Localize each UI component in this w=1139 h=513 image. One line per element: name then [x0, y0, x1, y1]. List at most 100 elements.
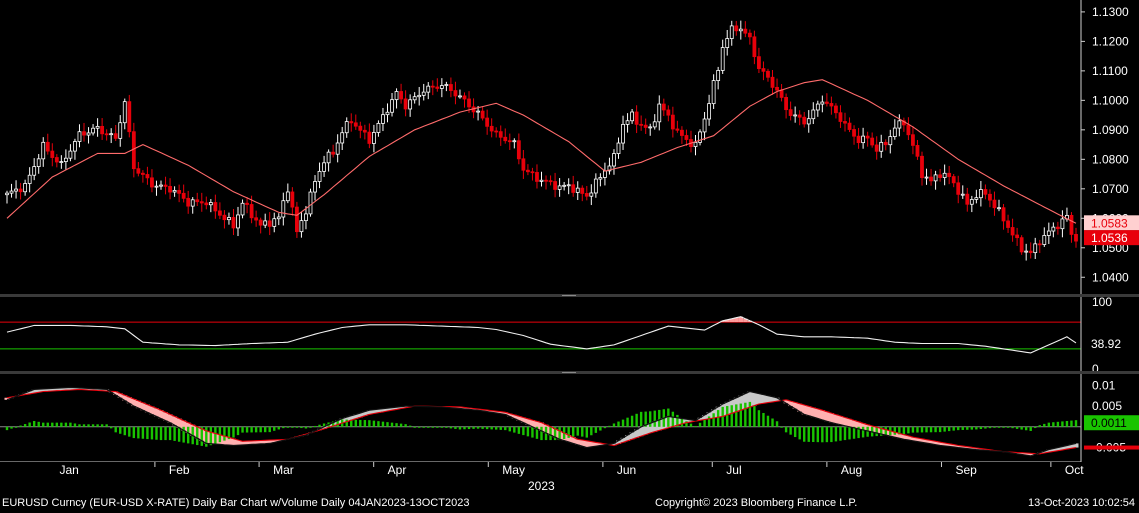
- candle-body: [1055, 226, 1060, 230]
- macd-histogram-bar: [200, 426, 203, 446]
- macd-histogram-bar: [209, 426, 213, 446]
- macd-histogram-bar: [286, 426, 290, 428]
- candle-body: [892, 127, 897, 137]
- macd-histogram-bar: [427, 426, 430, 428]
- macd-histogram-bar: [775, 421, 779, 427]
- macd-histogram-bar: [916, 426, 919, 433]
- macd-histogram-bar: [232, 426, 235, 438]
- macd-histogram-bar: [336, 420, 339, 427]
- macd-histogram-bar: [689, 423, 693, 427]
- macd-histogram-bar: [653, 410, 656, 427]
- macd-histogram-bar: [875, 426, 878, 437]
- candle-body: [45, 141, 50, 152]
- candle-body: [707, 103, 711, 120]
- macd-histogram-bar: [263, 426, 267, 433]
- candle-body: [32, 166, 37, 176]
- macd-histogram-bar: [119, 426, 122, 434]
- candle-body: [507, 140, 512, 143]
- macd-histogram-bar: [408, 425, 412, 427]
- candle-body: [915, 145, 920, 157]
- price-tick-label: 1.1200: [1092, 34, 1129, 48]
- candle-body: [1051, 226, 1056, 232]
- candle-body: [575, 187, 580, 193]
- macd-histogram-bar: [1034, 426, 1037, 429]
- candle-body: [639, 123, 644, 126]
- macd-histogram-bar: [322, 423, 326, 427]
- macd-histogram-bar: [168, 426, 172, 441]
- macd-histogram-bar: [966, 426, 969, 430]
- candle-body: [285, 191, 290, 202]
- candle-body: [304, 213, 308, 222]
- candle-body: [978, 189, 983, 199]
- macd-histogram-bar: [182, 426, 185, 443]
- candle-body: [199, 201, 204, 204]
- macd-histogram-bar: [793, 426, 797, 438]
- candle-body: [544, 179, 548, 182]
- candle-body: [494, 130, 499, 133]
- macd-histogram-bar: [1047, 422, 1051, 427]
- candle-body: [82, 131, 86, 136]
- candle-body: [349, 121, 354, 124]
- candle-body: [272, 218, 277, 227]
- candle-body: [580, 187, 585, 194]
- candle-body: [353, 122, 358, 127]
- candle-body: [453, 90, 458, 97]
- macd-histogram-bar: [1056, 421, 1060, 427]
- candle-body: [322, 162, 326, 172]
- axes: Jan Feb Mar Apr May Jun Jul Aug Sep Oct 2023: [0, 0, 1139, 494]
- macd-histogram-bar: [676, 414, 679, 427]
- candle-body: [91, 127, 95, 134]
- month-label: Sep: [955, 463, 977, 477]
- candle-body: [100, 125, 105, 135]
- macd-histogram-bar: [712, 413, 715, 427]
- candle-body: [136, 168, 141, 174]
- price-panel[interactable]: 1.1300 1.1200 1.1100 1.1000 1.0900 1.0800 1.07…: [5, 5, 1139, 284]
- candle-body: [603, 170, 607, 178]
- candle-body: [883, 141, 888, 146]
- candle-body: [412, 96, 417, 101]
- candle-body: [562, 184, 567, 187]
- macd-histogram-bar: [970, 426, 974, 430]
- candle-body: [983, 189, 988, 195]
- macd-histogram-bar: [390, 422, 394, 427]
- macd-histogram-bar: [753, 406, 756, 427]
- macd-histogram-bar: [911, 426, 915, 433]
- candle-body: [1006, 220, 1010, 228]
- candle-body: [784, 97, 789, 111]
- rsi-value-label: 38.92: [1091, 337, 1121, 351]
- macd-histogram-bar: [105, 424, 108, 427]
- macd-histogram-bar: [979, 426, 983, 430]
- macd-histogram-bar: [803, 426, 806, 442]
- macd-histogram-bar: [1052, 422, 1055, 427]
- footer: EURUSD Curncy (EUR-USD X-RATE) Daily Bar…: [0, 494, 1139, 513]
- macd-histogram-bar: [839, 426, 842, 441]
- macd-histogram-bar: [929, 426, 933, 433]
- macd-histogram-bar: [132, 426, 136, 439]
- candle-body: [1024, 250, 1029, 253]
- macd-histogram-bar: [300, 426, 303, 429]
- macd-histogram-bar: [55, 422, 59, 427]
- macd-histogram-bar: [766, 415, 770, 427]
- macd-histogram-bar: [843, 426, 847, 441]
- macd-histogram-bar: [821, 426, 824, 443]
- macd-histogram-bar: [1070, 420, 1073, 427]
- macd-histogram-bar: [535, 426, 539, 439]
- macd-histogram-bar: [943, 426, 946, 432]
- candle-body: [539, 179, 544, 182]
- macd-histogram-bar: [476, 426, 480, 429]
- macd-histogram-bar: [508, 426, 511, 432]
- candle-body: [140, 172, 145, 175]
- candle-body: [254, 217, 259, 221]
- macd-histogram-bar: [590, 426, 593, 436]
- macd-histogram-bar: [42, 422, 45, 427]
- macd-histogram-bar: [739, 403, 743, 427]
- candle-body: [122, 101, 127, 124]
- macd-histogram-bar: [866, 426, 869, 437]
- macd-histogram-bar: [282, 426, 285, 429]
- macd-histogram-bar: [993, 426, 996, 428]
- candle-body: [933, 174, 938, 182]
- macd-histogram-bar: [499, 426, 502, 430]
- candle-body: [747, 32, 752, 38]
- rsi-panel[interactable]: 100 0 38.92: [0, 295, 1139, 376]
